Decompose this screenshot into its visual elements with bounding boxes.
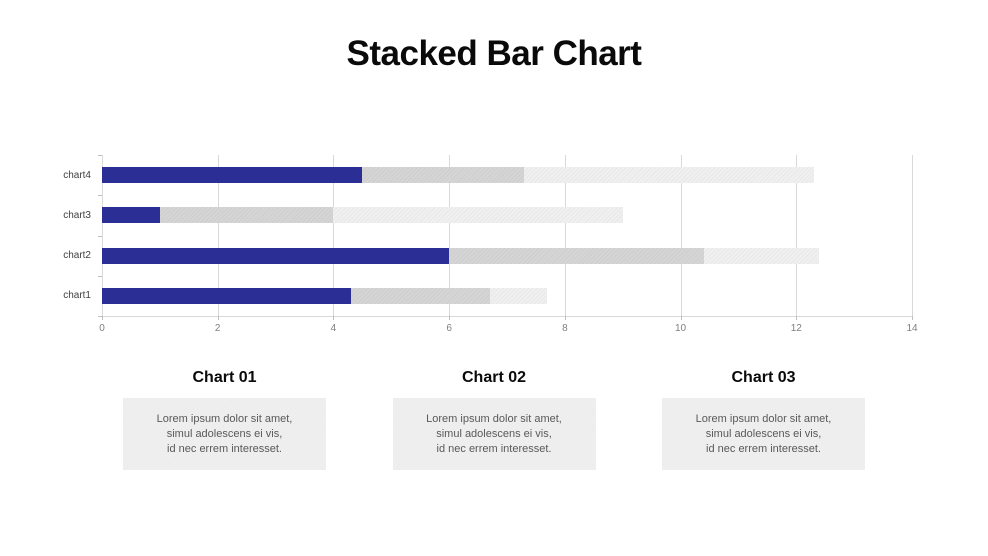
category-label: chart4 <box>63 169 91 181</box>
x-axis-tick <box>217 316 219 320</box>
card-text-line: Lorem ipsum dolor sit amet, <box>426 413 562 425</box>
stacked-bar-chart-plot-area: 0 2 4 6 8 10 12 14 chart4 chart3 chart2 chart1 <box>63 155 918 334</box>
y-axis-tick <box>98 275 102 277</box>
bar-segment-segment-2 <box>159 207 334 224</box>
x-axis-tick-label: 14 <box>906 323 918 334</box>
bar-segment-segment-3 <box>333 207 623 224</box>
bar-segment-segment-3 <box>703 247 820 264</box>
card-text-line: id nec errem interesset. <box>436 443 552 455</box>
card-text-box: Lorem ipsum dolor sit amet, simul adoles… <box>392 398 596 470</box>
y-axis-tick <box>98 235 102 237</box>
bar-stack <box>102 287 912 304</box>
x-axis-tick <box>333 316 335 320</box>
bar-segment-segment-1 <box>102 207 160 224</box>
gridline <box>912 155 913 316</box>
x-axis-tick <box>680 316 682 320</box>
card-text-line: simul adolescens ei vis, <box>705 428 822 440</box>
card-heading: Chart 02 <box>461 369 527 386</box>
bar-segment-segment-1 <box>102 167 363 184</box>
bar-segment-segment-1 <box>102 247 450 264</box>
x-axis-tick <box>912 316 913 320</box>
bar-stack <box>102 167 912 184</box>
bar-row-chart1: chart1 <box>63 276 912 316</box>
x-axis-tick-label: 2 <box>214 323 221 334</box>
card-chart-01: Chart 01 Lorem ipsum dolor sit amet, sim… <box>123 369 326 470</box>
x-axis-tick-label: 0 <box>99 323 105 334</box>
card-text-line: Lorem ipsum dolor sit amet, <box>695 413 832 425</box>
bar-row-chart3: chart3 <box>63 195 912 235</box>
category-label: chart3 <box>63 209 91 221</box>
card-text-box: Lorem ipsum dolor sit amet, simul adoles… <box>662 398 865 470</box>
card-chart-03: Chart 03 Lorem ipsum dolor sit amet, sim… <box>662 369 865 470</box>
card-row: Chart 01 Lorem ipsum dolor sit amet, sim… <box>123 369 865 470</box>
bar-stack <box>102 247 912 264</box>
gridline <box>333 155 335 316</box>
page-title: Stacked Bar Chart <box>346 34 642 73</box>
bar-segment-segment-1 <box>102 287 351 304</box>
gridline <box>102 155 103 316</box>
bar-stack <box>102 207 912 224</box>
card-chart-02: Chart 02 Lorem ipsum dolor sit amet, sim… <box>392 369 596 470</box>
card-text-line: simul adolescens ei vis, <box>166 428 283 440</box>
card-text-line: id nec errem interesset. <box>706 443 821 455</box>
x-axis-tick-label: 8 <box>562 323 568 334</box>
gridline <box>217 155 219 316</box>
y-axis-tick <box>98 195 102 197</box>
card-heading: Chart 01 <box>192 369 257 386</box>
gridline <box>564 155 566 316</box>
bar-segment-segment-3 <box>489 287 548 304</box>
bar-row-chart4: chart4 <box>63 155 912 195</box>
bar-segment-segment-3 <box>524 167 814 184</box>
bar-segment-segment-2 <box>350 287 490 304</box>
category-label: chart1 <box>63 290 91 302</box>
x-axis-tick-label: 4 <box>330 323 337 334</box>
bar-row-chart2: chart2 <box>63 236 912 276</box>
bar-segment-segment-2 <box>449 247 704 264</box>
x-axis-tick-label: 12 <box>790 323 802 334</box>
gridline <box>680 155 682 316</box>
x-axis-tick <box>564 316 566 320</box>
y-axis-tick <box>98 316 102 317</box>
card-text-line: id nec errem interesset. <box>167 443 282 455</box>
x-axis-tick <box>102 316 103 320</box>
gridline <box>449 155 451 316</box>
card-text-box: Lorem ipsum dolor sit amet, simul adoles… <box>123 398 326 470</box>
x-axis-tick <box>796 316 798 320</box>
card-text-line: Lorem ipsum dolor sit amet, <box>156 413 293 425</box>
bar-segment-segment-2 <box>362 167 525 184</box>
gridline <box>796 155 798 316</box>
x-axis-tick <box>449 316 451 320</box>
y-axis-tick <box>98 155 102 156</box>
card-text-line: simul adolescens ei vis, <box>436 428 552 440</box>
x-axis-tick-label: 6 <box>446 323 452 334</box>
card-heading: Chart 03 <box>731 369 796 386</box>
category-label: chart2 <box>63 250 91 262</box>
x-axis-tick-label: 10 <box>675 323 687 334</box>
